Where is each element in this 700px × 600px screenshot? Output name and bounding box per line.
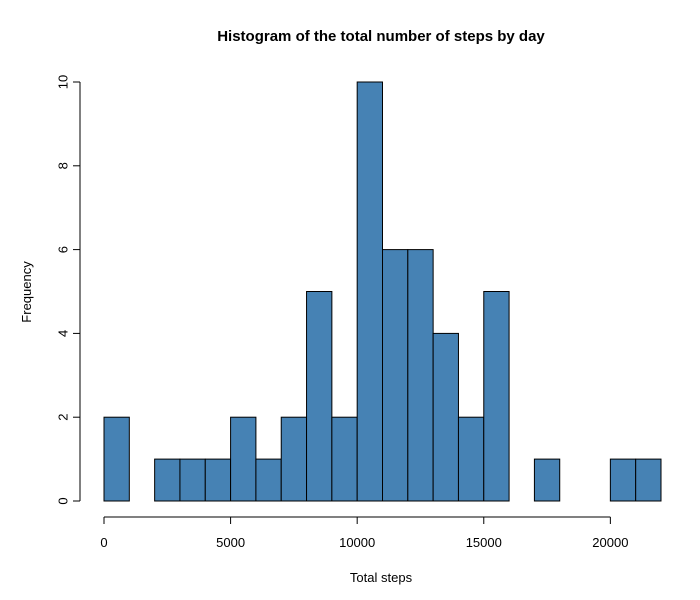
histogram-bar bbox=[483, 291, 510, 502]
x-tick-label: 10000 bbox=[339, 535, 375, 550]
histogram-bar bbox=[154, 458, 181, 502]
y-axis-label: Frequency bbox=[19, 261, 34, 323]
histogram-bar bbox=[255, 458, 282, 502]
histogram-bar bbox=[356, 81, 383, 502]
histogram-bar bbox=[179, 458, 206, 502]
x-axis: 0 5000 10000 15000 20000 bbox=[100, 516, 628, 550]
bars-group bbox=[103, 81, 662, 502]
histogram-bar bbox=[533, 458, 561, 502]
histogram-bar bbox=[432, 332, 459, 502]
chart-title: Histogram of the total number of steps b… bbox=[217, 28, 545, 45]
histogram-bar bbox=[103, 416, 130, 502]
histogram-bar bbox=[331, 416, 358, 502]
y-tick-label: 2 bbox=[56, 414, 71, 421]
histogram-bar bbox=[382, 249, 409, 502]
y-tick-label: 4 bbox=[56, 330, 71, 337]
x-tick-label: 0 bbox=[100, 535, 107, 550]
histogram-bar bbox=[280, 416, 308, 502]
x-tick-label: 15000 bbox=[466, 535, 502, 550]
y-tick-label: 10 bbox=[56, 75, 71, 89]
histogram-bar bbox=[306, 291, 333, 502]
histogram-bar bbox=[457, 416, 485, 502]
histogram-bar bbox=[230, 416, 257, 502]
histogram-bar bbox=[204, 458, 232, 502]
histogram-bar bbox=[635, 458, 662, 502]
histogram-bar bbox=[407, 249, 434, 502]
y-tick-label: 6 bbox=[56, 246, 71, 253]
y-tick-label: 8 bbox=[56, 162, 71, 169]
y-axis: 0 2 4 6 8 10 bbox=[56, 75, 81, 505]
x-axis-label: Total steps bbox=[350, 570, 413, 585]
x-tick-label: 20000 bbox=[592, 535, 628, 550]
y-tick-label: 0 bbox=[56, 497, 71, 504]
x-tick-label: 5000 bbox=[216, 535, 245, 550]
histogram-bar bbox=[609, 458, 637, 502]
